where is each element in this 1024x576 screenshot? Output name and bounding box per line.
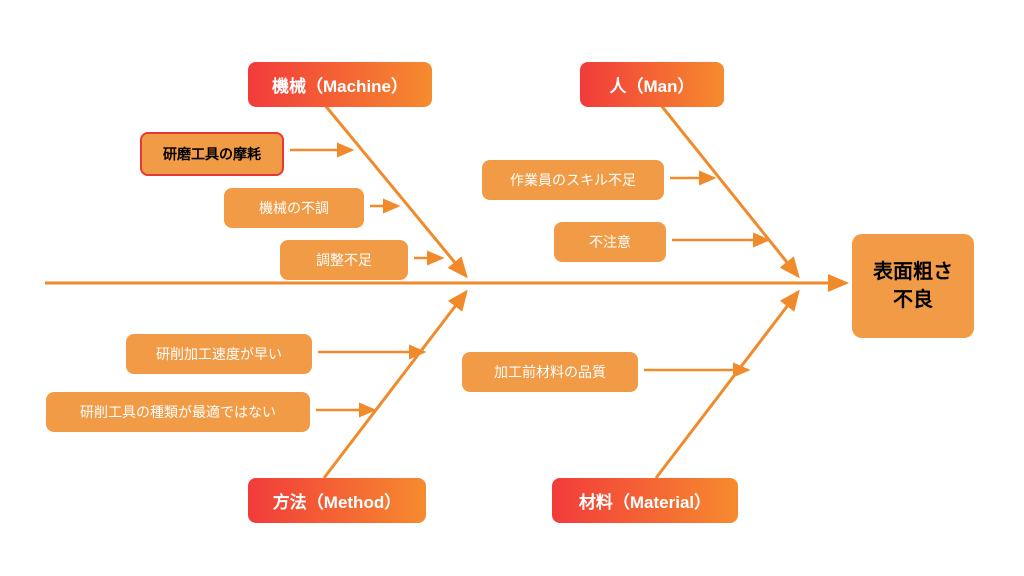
category-machine: 機械（Machine） <box>248 62 432 107</box>
category-man: 人（Man） <box>580 62 724 107</box>
cause-box: 研削工具の種類が最適ではない <box>46 392 310 432</box>
category-method: 方法（Method） <box>248 478 426 523</box>
cause-box: 不注意 <box>554 222 666 262</box>
cause-box: 作業員のスキル不足 <box>482 160 664 200</box>
cause-box: 調整不足 <box>280 240 408 280</box>
cause-box: 加工前材料の品質 <box>462 352 638 392</box>
effect-box: 表面粗さ不良 <box>852 234 974 338</box>
cause-box: 研削加工速度が早い <box>126 334 312 374</box>
cause-box: 研磨工具の摩耗 <box>140 132 284 176</box>
category-material: 材料（Material） <box>552 478 738 523</box>
cause-box: 機械の不調 <box>224 188 364 228</box>
